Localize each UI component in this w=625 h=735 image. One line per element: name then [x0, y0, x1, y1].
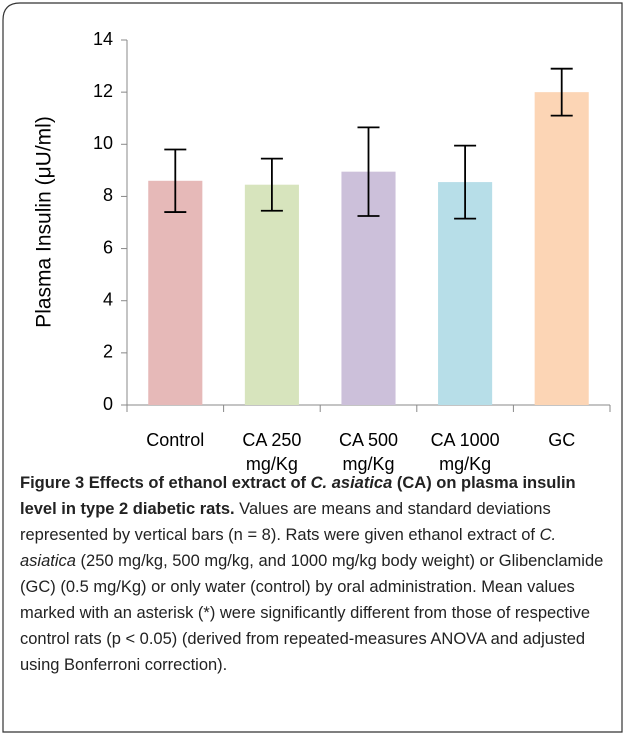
x-tick-label: CA 250 mg/Kg: [242, 430, 302, 474]
error-bar: [357, 126, 380, 217]
y-tick-label: 10: [93, 133, 113, 153]
y-tick-label: 0: [103, 394, 113, 414]
caption-text: C. asiatica: [20, 526, 557, 570]
y-tick-label: 2: [103, 342, 113, 362]
x-tick-label: GC: [548, 430, 576, 450]
caption-text: (250 mg/kg, 500 mg/kg, and 1000 mg/kg bo…: [20, 552, 604, 674]
bar: [534, 92, 589, 406]
x-tick-label: Control: [146, 430, 205, 450]
x-tick-label: CA 500 mg/Kg: [338, 430, 399, 474]
y-tick-label: 14: [93, 29, 113, 49]
caption: Figure 3 Effects of ethanol extract of C…: [20, 470, 612, 678]
caption-text: C. asiatica: [310, 474, 393, 492]
bar: [148, 180, 203, 405]
bar: [244, 184, 299, 405]
caption-text: Values are means and standard deviations…: [20, 500, 551, 544]
y-tick-label: 6: [103, 237, 113, 257]
error-bar: [454, 144, 477, 220]
y-tick-label: 8: [103, 185, 113, 205]
x-tick-label: CA 1000 mg/Kg: [430, 430, 500, 474]
y-tick-label: 4: [103, 289, 113, 309]
y-tick-label: 12: [93, 81, 113, 101]
error-bar: [260, 157, 283, 212]
caption-text: Figure 3 Effects of ethanol extract of: [20, 474, 311, 492]
caption-text: (CA) on plasma insulin level in type 2 d…: [20, 474, 576, 518]
error-bar: [550, 67, 573, 117]
y-axis-title: Plasma Insulin (μU/ml): [33, 116, 56, 328]
error-bar: [164, 148, 187, 213]
